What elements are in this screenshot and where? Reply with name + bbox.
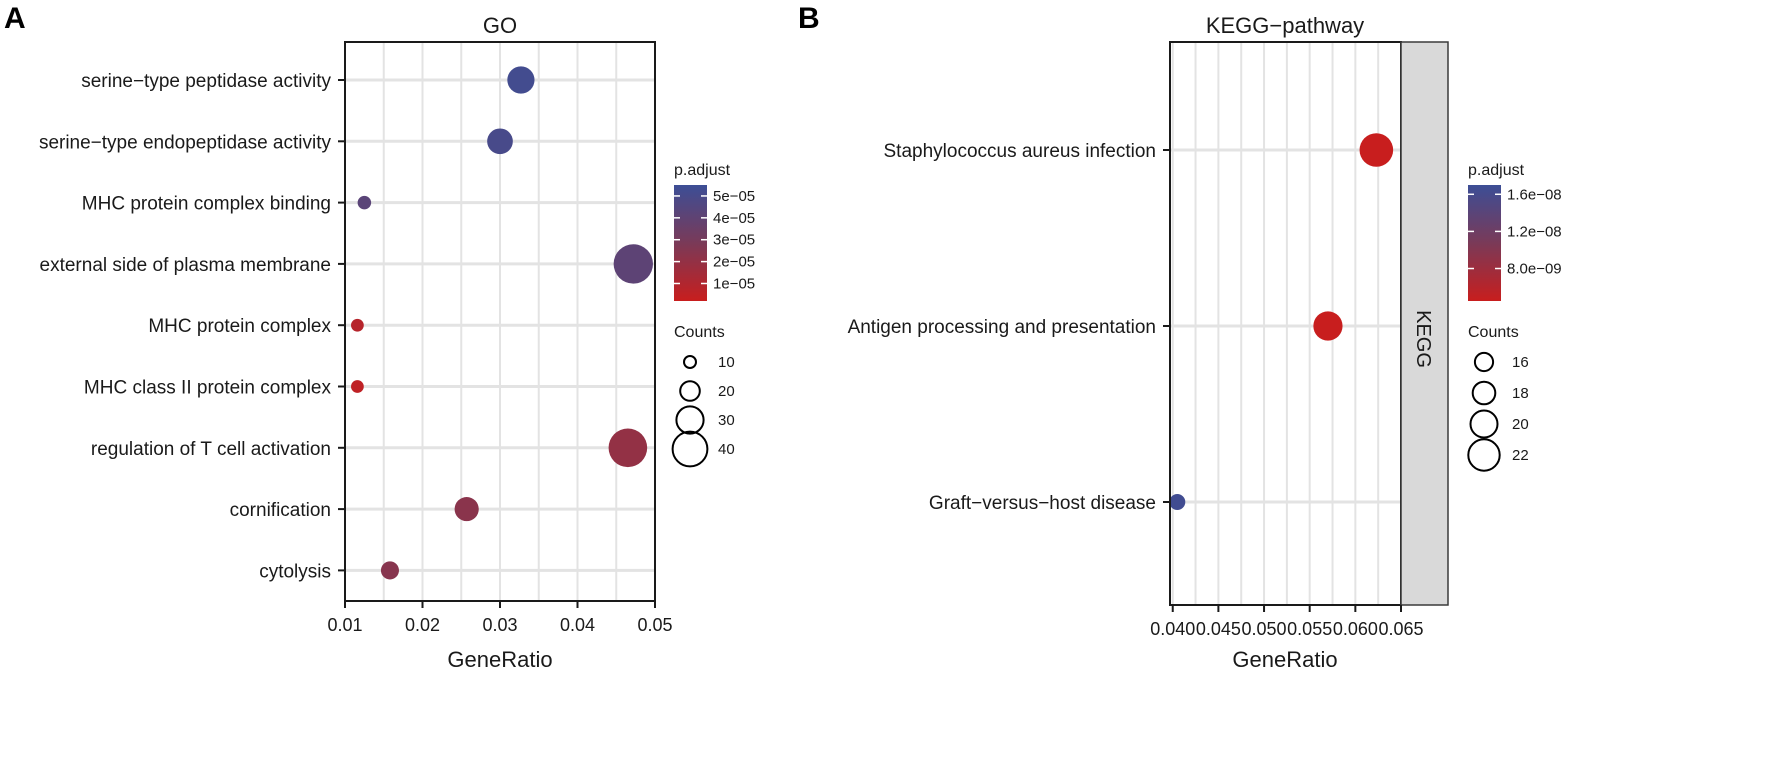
size-legend-label: 20 bbox=[1512, 416, 1529, 433]
color-legend-label: 8.0e−09 bbox=[1507, 261, 1562, 278]
go-legend: p.adjust 5e−05 4e−05 3e−05 2e−05 1e−05 Counts 1… bbox=[671, 162, 755, 468]
color-legend-label: 1e−05 bbox=[713, 275, 755, 292]
color-legend-bar bbox=[1468, 185, 1501, 301]
kegg-title: KEGG−pathway bbox=[1206, 13, 1364, 38]
data-point bbox=[1359, 133, 1394, 167]
go-x-ticks: 0.01 0.02 0.03 0.04 0.05 bbox=[327, 601, 673, 635]
kegg-legend: p.adjust 1.6e−08 1.2e−08 8.0e−09 Counts 16 18 2… bbox=[1467, 162, 1562, 472]
x-tick-label: 0.060 bbox=[1333, 619, 1378, 639]
color-legend-title: p.adjust bbox=[674, 162, 731, 179]
go-x-axis-title: GeneRatio bbox=[447, 647, 552, 672]
data-point bbox=[1313, 311, 1343, 341]
size-legend-title: Counts bbox=[674, 324, 725, 341]
panel-a-letter: A bbox=[4, 2, 26, 35]
y-tick-label: MHC class II protein complex bbox=[84, 378, 332, 399]
kegg-facet-strip bbox=[1400, 41, 1449, 606]
data-point bbox=[487, 128, 513, 155]
x-tick-label: 0.040 bbox=[1150, 619, 1195, 639]
data-point bbox=[1169, 494, 1186, 510]
size-legend-circle bbox=[679, 380, 701, 402]
data-point bbox=[454, 497, 479, 522]
kegg-dot-plot: KEGG Staphylococcus aureus infection Anti… bbox=[848, 13, 1562, 672]
size-legend-circle bbox=[1467, 438, 1501, 472]
y-tick-label: cytolysis bbox=[259, 561, 331, 582]
x-tick-label: 0.02 bbox=[405, 615, 440, 635]
x-tick-label: 0.05 bbox=[637, 615, 672, 635]
panel-b-letter: B bbox=[798, 2, 820, 35]
y-tick-label: Graft−versus−host disease bbox=[929, 493, 1156, 514]
y-tick-label: serine−type endopeptidase activity bbox=[39, 132, 332, 153]
size-legend-circle bbox=[1469, 409, 1499, 439]
color-legend-label: 1.6e−08 bbox=[1507, 186, 1562, 203]
y-tick-label: MHC protein complex bbox=[148, 316, 331, 337]
data-point bbox=[351, 318, 364, 332]
go-y-labels: serine−type peptidase activity serine−typ… bbox=[39, 71, 345, 582]
x-tick-label: 0.065 bbox=[1378, 619, 1423, 639]
color-legend-title: p.adjust bbox=[1468, 162, 1525, 179]
color-legend-label: 5e−05 bbox=[713, 188, 755, 205]
size-legend-circle bbox=[671, 430, 709, 468]
kegg-plot-border bbox=[1169, 41, 1402, 606]
y-tick-label: MHC protein complex binding bbox=[82, 194, 331, 215]
go-title: GO bbox=[483, 13, 517, 38]
size-legend-circle bbox=[1473, 351, 1495, 373]
kegg-grid bbox=[1170, 42, 1401, 605]
data-point bbox=[613, 244, 653, 284]
size-legend-label: 10 bbox=[718, 354, 735, 371]
data-point bbox=[351, 380, 364, 393]
go-points bbox=[351, 66, 653, 580]
size-legend-label: 20 bbox=[718, 383, 735, 400]
kegg-x-axis-title: GeneRatio bbox=[1232, 647, 1337, 672]
size-legend-circle bbox=[683, 355, 697, 369]
kegg-x-ticks: 0.040 0.045 0.050 0.055 0.060 0.065 bbox=[1150, 605, 1424, 639]
size-legend-circle bbox=[1471, 380, 1497, 406]
color-legend-label: 2e−05 bbox=[713, 254, 755, 271]
size-legend-label: 22 bbox=[1512, 447, 1529, 464]
x-tick-label: 0.01 bbox=[327, 615, 362, 635]
data-point bbox=[507, 66, 535, 94]
size-legend-circle bbox=[675, 405, 705, 435]
y-tick-label: cornification bbox=[230, 500, 331, 521]
y-tick-label: Antigen processing and presentation bbox=[848, 317, 1156, 338]
size-legend-label: 16 bbox=[1512, 354, 1529, 371]
y-tick-label: regulation of T cell activation bbox=[91, 439, 331, 460]
color-legend-label: 3e−05 bbox=[713, 232, 755, 249]
size-legend-title: Counts bbox=[1468, 324, 1519, 341]
y-tick-label: Staphylococcus aureus infection bbox=[884, 141, 1157, 162]
data-point bbox=[608, 428, 648, 468]
kegg-points bbox=[1169, 133, 1394, 510]
go-dot-plot: serine−type peptidase activity serine−typ… bbox=[39, 13, 755, 672]
data-point bbox=[357, 195, 372, 210]
x-tick-label: 0.04 bbox=[560, 615, 595, 635]
kegg-y-labels: Staphylococcus aureus infection Antigen p… bbox=[848, 141, 1170, 514]
kegg-facet-label: KEGG bbox=[1412, 310, 1434, 368]
color-legend-bar bbox=[674, 185, 707, 301]
x-tick-label: 0.03 bbox=[482, 615, 517, 635]
color-legend-label: 1.2e−08 bbox=[1507, 223, 1562, 240]
go-grid bbox=[345, 42, 655, 601]
color-legend-label: 4e−05 bbox=[713, 210, 755, 227]
size-legend-label: 40 bbox=[718, 441, 735, 458]
size-legend-label: 30 bbox=[718, 412, 735, 429]
x-tick-label: 0.045 bbox=[1196, 619, 1241, 639]
y-tick-label: serine−type peptidase activity bbox=[81, 71, 331, 92]
x-tick-label: 0.055 bbox=[1287, 619, 1332, 639]
data-point bbox=[380, 561, 399, 580]
size-legend-label: 18 bbox=[1512, 385, 1529, 402]
y-tick-label: external side of plasma membrane bbox=[40, 255, 331, 276]
x-tick-label: 0.050 bbox=[1242, 619, 1287, 639]
